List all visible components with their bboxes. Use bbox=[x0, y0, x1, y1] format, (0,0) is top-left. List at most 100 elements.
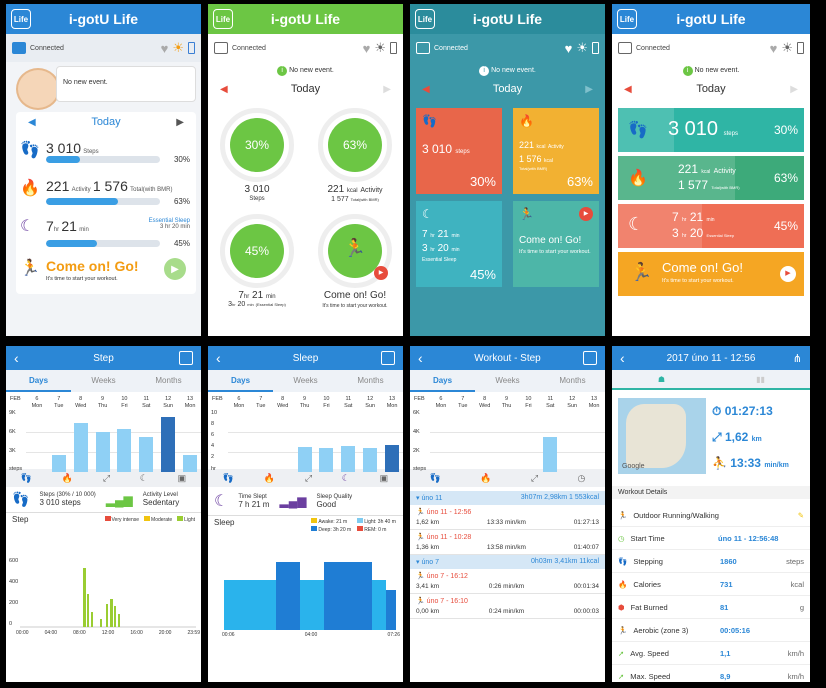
chart-bar[interactable] bbox=[183, 454, 198, 472]
workout-item[interactable]: 🏃 úno 7 - 16:10 0,00 km 0:24 min/km 00:00:… bbox=[410, 594, 605, 619]
workout-ring[interactable] bbox=[318, 214, 392, 288]
sun-icon[interactable]: ☀ bbox=[172, 40, 184, 55]
sun-icon[interactable]: ☀ bbox=[781, 40, 793, 55]
heart-icon[interactable]: ♥ bbox=[769, 40, 778, 56]
edit-icon[interactable]: ✎ bbox=[797, 510, 804, 520]
steps-ring[interactable] bbox=[220, 108, 294, 182]
heart-icon[interactable]: ♥ bbox=[564, 40, 573, 56]
prev-day-icon[interactable]: ◀ bbox=[220, 83, 228, 95]
sun-icon[interactable]: ☀ bbox=[576, 40, 588, 55]
tab-weeks[interactable]: Weeks bbox=[293, 376, 318, 385]
activity-row[interactable]: 221 Activity 1 576 Total(with BMR) bbox=[46, 178, 196, 194]
workout-tile[interactable]: 🏃 Come on! Go! It's time to start your w… bbox=[618, 252, 804, 296]
chart-bar[interactable] bbox=[161, 417, 176, 472]
activity-tile[interactable]: 🔥 221 kcal Activity 1 576 kcal Total(wit… bbox=[513, 108, 599, 194]
footprint-icon[interactable]: 👣 bbox=[222, 472, 235, 483]
tab-months[interactable]: Months bbox=[357, 376, 384, 385]
intraday-step-chart[interactable] bbox=[20, 554, 196, 628]
activity-ring[interactable] bbox=[318, 108, 392, 182]
next-day-icon[interactable]: ▶ bbox=[383, 83, 391, 95]
distance-icon[interactable]: ⤢ bbox=[102, 472, 111, 483]
report-icon[interactable] bbox=[381, 351, 395, 365]
flame-icon[interactable]: 🔥 bbox=[263, 472, 276, 483]
prev-day-icon[interactable]: ◀ bbox=[624, 83, 632, 95]
tab-map[interactable]: ☗ bbox=[657, 375, 666, 384]
workout-type-row[interactable]: 🏃 Outdoor Running/Walking ✎ bbox=[612, 504, 810, 527]
activity-tile[interactable]: 🔥 221 kcal Activity 1 577 Total(with BMR… bbox=[618, 156, 804, 200]
play-icon[interactable]: ▶ bbox=[374, 266, 388, 280]
workout-item[interactable]: 🏃 úno 11 - 10:28 1,36 km 13:58 min/km 01:4… bbox=[410, 530, 605, 555]
play-icon[interactable]: ▶ bbox=[780, 266, 796, 282]
heart-icon[interactable]: ♥ bbox=[362, 40, 371, 56]
back-arrow-icon[interactable]: ‹ bbox=[216, 350, 221, 366]
play-icon[interactable]: ▶ bbox=[579, 207, 593, 221]
chart-bar[interactable] bbox=[319, 448, 334, 472]
workout-item[interactable]: 🏃 úno 7 - 16:12 3,41 km 0:26 min/km 00:01:… bbox=[410, 569, 605, 594]
back-arrow-icon[interactable]: ‹ bbox=[14, 350, 19, 366]
workout-day-group[interactable]: ▾ úno 11 3h07m 2,98km 1 553kcal bbox=[410, 491, 605, 505]
sun-icon[interactable]: ☀ bbox=[374, 40, 386, 55]
moon-icon[interactable]: ☾ bbox=[139, 472, 148, 483]
workout-bar-chart[interactable] bbox=[430, 412, 605, 472]
tab-days[interactable]: Days bbox=[6, 370, 71, 392]
chart-bar[interactable] bbox=[543, 437, 558, 472]
tab-chart[interactable]: ▮▮ bbox=[756, 375, 765, 384]
sleep-tile[interactable]: ☾ 7 hr 21 min 3 hr 20 Essential Sleep 45… bbox=[618, 204, 804, 248]
prev-day-icon[interactable]: ◀ bbox=[28, 116, 36, 128]
sleep-tile[interactable]: ☾ 7 hr 21 min 3 hr 20 min Essential Slee… bbox=[416, 201, 502, 287]
tab-days[interactable]: Days bbox=[208, 370, 273, 392]
tab-months[interactable]: Months bbox=[155, 376, 182, 385]
back-arrow-icon[interactable]: ‹ bbox=[418, 350, 423, 366]
moon-icon[interactable]: ☾ bbox=[341, 472, 350, 483]
badge-icon[interactable]: ▣ bbox=[379, 472, 389, 483]
next-day-icon[interactable]: ▶ bbox=[585, 83, 593, 95]
tab-days[interactable]: Days bbox=[410, 370, 475, 392]
share-icon[interactable]: ⋔ bbox=[792, 352, 802, 365]
tab-weeks[interactable]: Weeks bbox=[495, 376, 520, 385]
report-icon[interactable] bbox=[583, 351, 597, 365]
sleep-bar-chart[interactable] bbox=[228, 412, 403, 472]
device-icon bbox=[618, 42, 632, 54]
chart-bar[interactable] bbox=[117, 429, 132, 472]
essential-min-unit: min bbox=[247, 302, 254, 307]
sleep-row[interactable]: 7hr 21 min bbox=[46, 218, 89, 234]
route-map[interactable]: Google bbox=[618, 398, 706, 474]
flame-icon: 🔥 bbox=[618, 579, 628, 589]
chart-bar[interactable] bbox=[51, 454, 66, 472]
workout-tile[interactable]: 🏃 ▶ Come on! Go! It's time to start your… bbox=[513, 201, 599, 287]
chart-bar[interactable] bbox=[363, 448, 378, 472]
steps-tile[interactable]: 👣 3 010 steps 30% bbox=[618, 108, 804, 152]
step-bar-chart[interactable] bbox=[26, 412, 201, 472]
tab-weeks[interactable]: Weeks bbox=[91, 376, 116, 385]
chart-bar[interactable] bbox=[341, 446, 356, 472]
report-icon[interactable] bbox=[179, 351, 193, 365]
clock-icon[interactable]: ◷ bbox=[577, 472, 586, 483]
steps-tile[interactable]: 👣 3 010 steps 30% bbox=[416, 108, 502, 194]
chart-bar[interactable] bbox=[385, 445, 400, 472]
heart-icon[interactable]: ♥ bbox=[160, 40, 169, 56]
detail-title: Sleep bbox=[214, 518, 235, 527]
footprint-icon[interactable]: 👣 bbox=[20, 472, 33, 483]
flame-icon[interactable]: 🔥 bbox=[61, 472, 74, 483]
back-arrow-icon[interactable]: ‹ bbox=[620, 350, 625, 366]
badge-icon[interactable]: ▣ bbox=[177, 472, 187, 483]
prev-day-icon[interactable]: ◀ bbox=[422, 83, 430, 95]
chart-bar[interactable] bbox=[95, 432, 110, 472]
next-day-icon[interactable]: ▶ bbox=[176, 116, 184, 128]
next-day-icon[interactable]: ▶ bbox=[790, 83, 798, 95]
start-workout-button[interactable]: ▶ bbox=[164, 258, 186, 280]
chart-bar[interactable] bbox=[73, 422, 88, 472]
footprint-icon[interactable]: 👣 bbox=[429, 472, 441, 483]
distance-icon[interactable]: ⤢ bbox=[530, 472, 539, 483]
tab-months[interactable]: Months bbox=[559, 376, 586, 385]
chart-bar[interactable] bbox=[297, 446, 312, 472]
workout-day-group[interactable]: ▾ úno 7 0h03m 3,41km 11kcal bbox=[410, 555, 605, 569]
chart-bar[interactable] bbox=[139, 436, 154, 472]
workout-item[interactable]: 🏃 úno 11 - 12:56 1,62 km 13:33 min/km 01:2… bbox=[410, 505, 605, 530]
day-label: 10 bbox=[525, 396, 532, 402]
sleep-stage-chart[interactable] bbox=[224, 560, 400, 630]
distance-icon[interactable]: ⤢ bbox=[304, 472, 313, 483]
steps-row[interactable]: 3 010 Steps bbox=[46, 140, 99, 156]
flame-icon[interactable]: 🔥 bbox=[480, 472, 492, 483]
sleep-ring[interactable] bbox=[220, 214, 294, 288]
